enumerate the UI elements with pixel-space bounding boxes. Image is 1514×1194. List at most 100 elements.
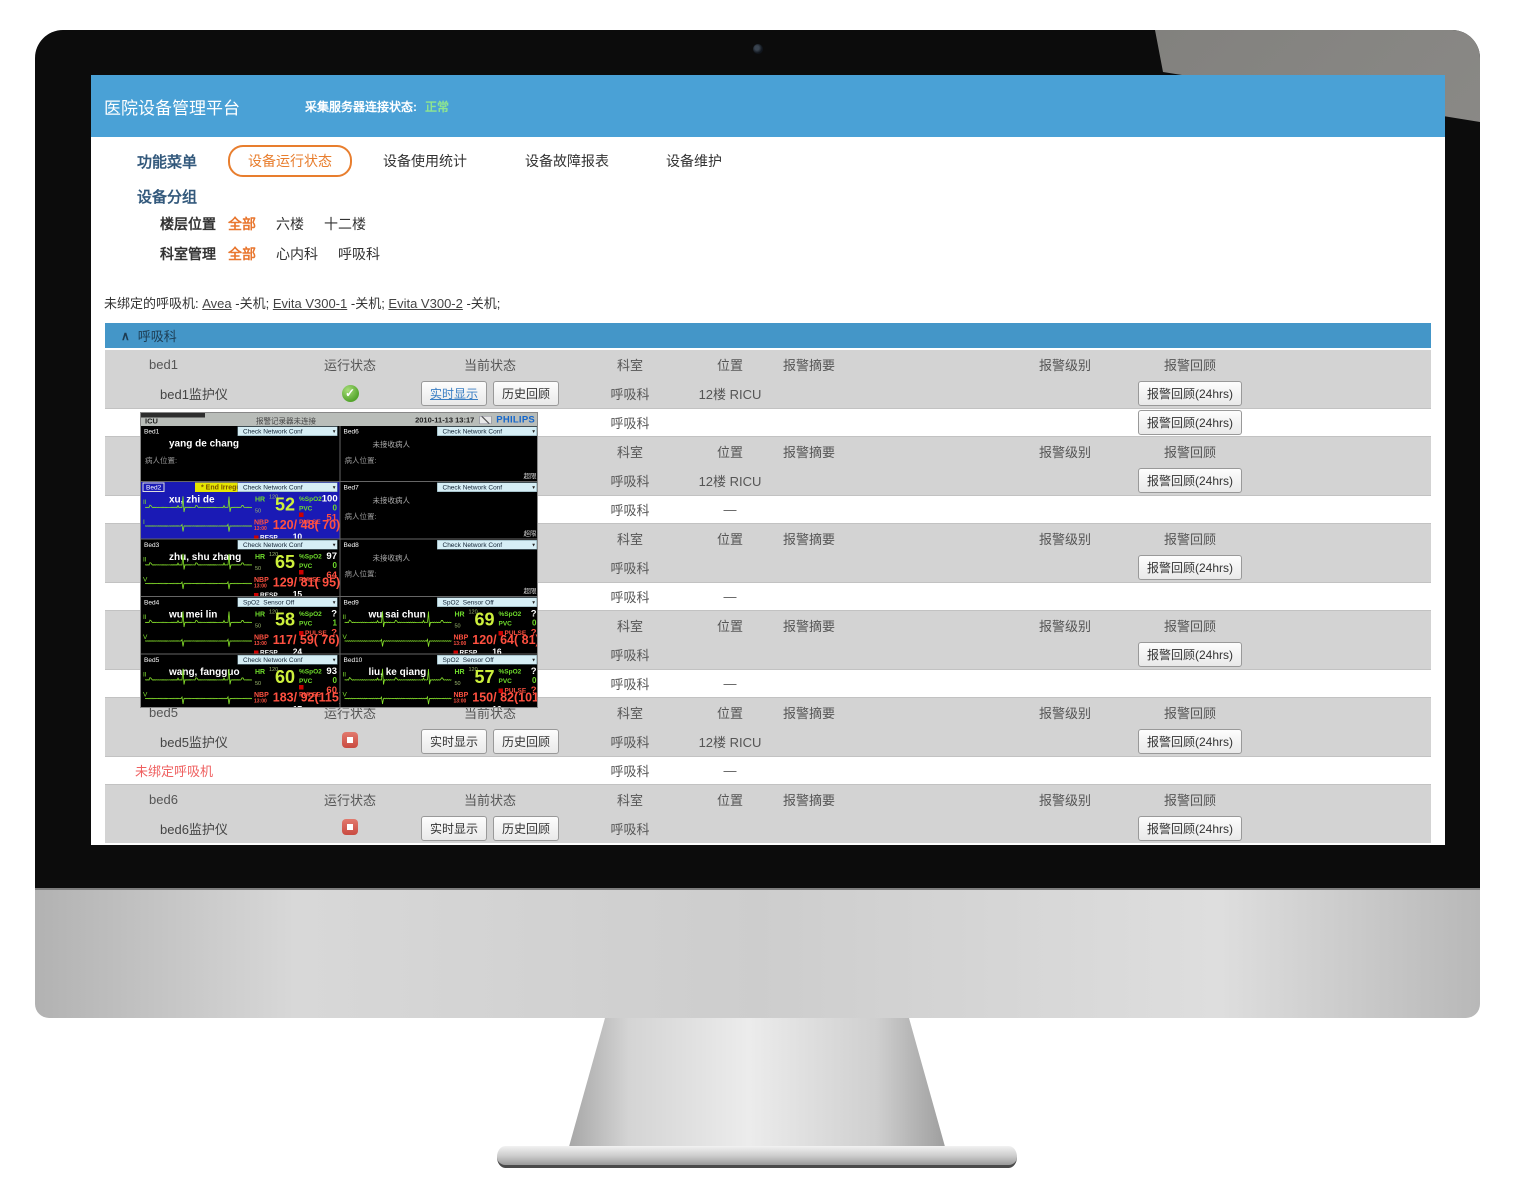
device-name-cell: bed5监护仪	[160, 735, 228, 750]
spo2-row: %SpO2?	[499, 666, 537, 677]
stopped-status-icon	[342, 819, 358, 835]
patient-location-label: 病人位置:	[344, 456, 377, 466]
alarm-review-24hrs-button[interactable]: 报警回顾(24hrs)	[1137, 555, 1242, 580]
history-review-button[interactable]: 历史回顾	[493, 816, 560, 841]
filter-dept-respiratory[interactable]: 呼吸科	[338, 246, 380, 262]
bed-config-dropdown[interactable]: Check Network Conf	[437, 426, 537, 436]
location-cell: —	[723, 676, 737, 691]
section-respiratory[interactable]: ∧ 呼吸科	[105, 323, 1431, 348]
alarm-review-24hrs-button[interactable]: 报警回顾(24hrs)	[1137, 816, 1242, 841]
pvc-label: PVC	[498, 619, 512, 628]
link-evita-v300-1[interactable]: Evita V300-1	[272, 296, 348, 311]
alarm-review-cell: 报警回顾(24hrs)	[1125, 642, 1255, 667]
limit-corner-label: 超限	[523, 529, 537, 538]
bed-id-label: Bed6	[343, 427, 359, 436]
ecg-waveform	[145, 695, 252, 705]
alarm-review-24hrs-button[interactable]: 报警回顾(24hrs)	[1137, 642, 1242, 667]
app-title: 医院设备管理平台	[104, 98, 240, 118]
alarm-review-24hrs-button[interactable]: 报警回顾(24hrs)	[1137, 410, 1242, 435]
bed-config-dropdown[interactable]: SpO2 Sensor Off	[437, 597, 537, 607]
column-department: 科室	[616, 532, 643, 547]
window-fragment	[141, 413, 205, 418]
current-status-cell: 实时显示 历史回顾	[405, 381, 575, 406]
hr-label: HR	[454, 667, 465, 676]
patient-monitor-overlay: ICU 报警记录器未连接 2010-11-13 13:17 PHILIPS Be…	[140, 412, 538, 708]
alarm-review-24hrs-button[interactable]: 报警回顾(24hrs)	[1137, 468, 1242, 493]
filter-dept-all[interactable]: 全部	[228, 246, 256, 262]
bed-config-dropdown[interactable]: Check Network Conf	[437, 482, 537, 492]
lead-label: II	[143, 498, 147, 506]
alarm-review-24hrs-button[interactable]: 报警回顾(24hrs)	[1137, 381, 1242, 406]
unbound-prefix: 未绑定的呼吸机:	[104, 296, 203, 311]
column-location: 位置	[716, 445, 743, 460]
pvc-value: 0	[532, 618, 537, 628]
history-review-button[interactable]: 历史回顾	[493, 381, 560, 406]
tab-device-run-status[interactable]: 设备运行状态	[228, 145, 352, 177]
resp-row: RESP 10	[254, 532, 302, 539]
tab-device-usage-stats[interactable]: 设备使用统计	[383, 153, 467, 169]
resp-row: RESP 15	[254, 590, 302, 596]
pulse-label: PULSE	[299, 568, 326, 583]
waveform-area: II V	[142, 610, 253, 652]
filter-floor-6[interactable]: 六楼	[276, 216, 304, 232]
filter-dept-cardiology[interactable]: 心内科	[276, 246, 318, 262]
unbound-suffix: -关机;	[347, 296, 389, 311]
department-cell: 呼吸科	[610, 822, 650, 837]
bed-config-dropdown[interactable]: Check Network Conf	[237, 540, 338, 550]
pvc-row: PVC 0	[499, 676, 537, 686]
hr-value: 65	[274, 551, 295, 573]
link-evita-v300-2[interactable]: Evita V300-2	[388, 296, 463, 311]
history-review-button[interactable]: 历史回顾	[493, 729, 560, 754]
column-alarm-level: 报警级别	[1038, 445, 1091, 460]
chevron-up-icon: ∧	[121, 328, 130, 343]
hr-low-limit: 50	[255, 565, 262, 572]
bed-config-dropdown[interactable]: Check Network Conf	[437, 540, 537, 550]
tab-device-maintenance[interactable]: 设备维护	[666, 153, 722, 169]
resp-label: RESP	[254, 591, 278, 596]
pvc-label: PVC	[299, 504, 313, 513]
bed-config-dropdown[interactable]: Check Network Conf	[237, 426, 338, 436]
column-department: 科室	[616, 793, 643, 808]
bed-config-dropdown[interactable]: Check Network Conf	[237, 482, 338, 492]
nbp-label: NBP 13:00	[254, 518, 269, 532]
hr-high-limit: 120	[269, 666, 279, 673]
realtime-display-button[interactable]: 实时显示	[420, 729, 487, 754]
hr-value: 52	[274, 494, 295, 515]
realtime-display-button[interactable]: 实时显示	[420, 381, 487, 406]
filter-floor-12[interactable]: 十二楼	[324, 216, 366, 232]
bed-config-dropdown[interactable]: SpO2 Sensor Off	[237, 597, 338, 607]
current-status-cell: 实时显示 历史回顾	[405, 816, 575, 841]
nbp-row: NBP 13:00 117/ 59( 76)	[254, 634, 340, 647]
realtime-display-button[interactable]: 实时显示	[420, 816, 487, 841]
hr-high-limit: 120	[269, 551, 279, 558]
nbp-time: 13:00	[254, 583, 267, 590]
bed-id-label: Bed4	[144, 598, 160, 607]
bed-id-label: Bed1	[144, 427, 160, 436]
hr-value: 58	[274, 609, 295, 630]
alarm-review-24hrs-button[interactable]: 报警回顾(24hrs)	[1137, 729, 1242, 754]
filter-floor-all[interactable]: 全部	[228, 216, 256, 232]
pulse-label: PULSE	[498, 687, 526, 694]
alarm-review-cell: 报警回顾(24hrs)	[1125, 381, 1255, 406]
pvc-label: PVC	[299, 677, 313, 685]
lead-label: V	[143, 633, 148, 641]
server-status-value: 正常	[425, 99, 450, 114]
department-cell: 呼吸科	[610, 590, 650, 605]
hr-high-limit: 120	[269, 494, 279, 500]
lead-label: I	[143, 518, 145, 526]
resp-label: RESP	[454, 706, 478, 707]
ecg-waveform	[145, 496, 252, 513]
spo2-value: ?	[530, 608, 537, 619]
limit-corner-label: 超限	[523, 472, 537, 480]
bed-config-dropdown[interactable]: Check Network Conf	[237, 655, 338, 665]
hr-value: 57	[474, 666, 495, 688]
patient-name: liu, ke qiang	[368, 666, 427, 678]
link-avea[interactable]: Avea	[202, 296, 232, 311]
ecg-waveform	[344, 611, 452, 628]
column-alarm-level: 报警级别	[1038, 619, 1091, 634]
tab-device-fault-report[interactable]: 设备故障报表	[525, 153, 609, 169]
bed-config-dropdown[interactable]: SpO2 Sensor Off	[437, 655, 537, 665]
column-location: 位置	[716, 532, 743, 547]
patient-name: wu mei lin	[169, 609, 218, 620]
